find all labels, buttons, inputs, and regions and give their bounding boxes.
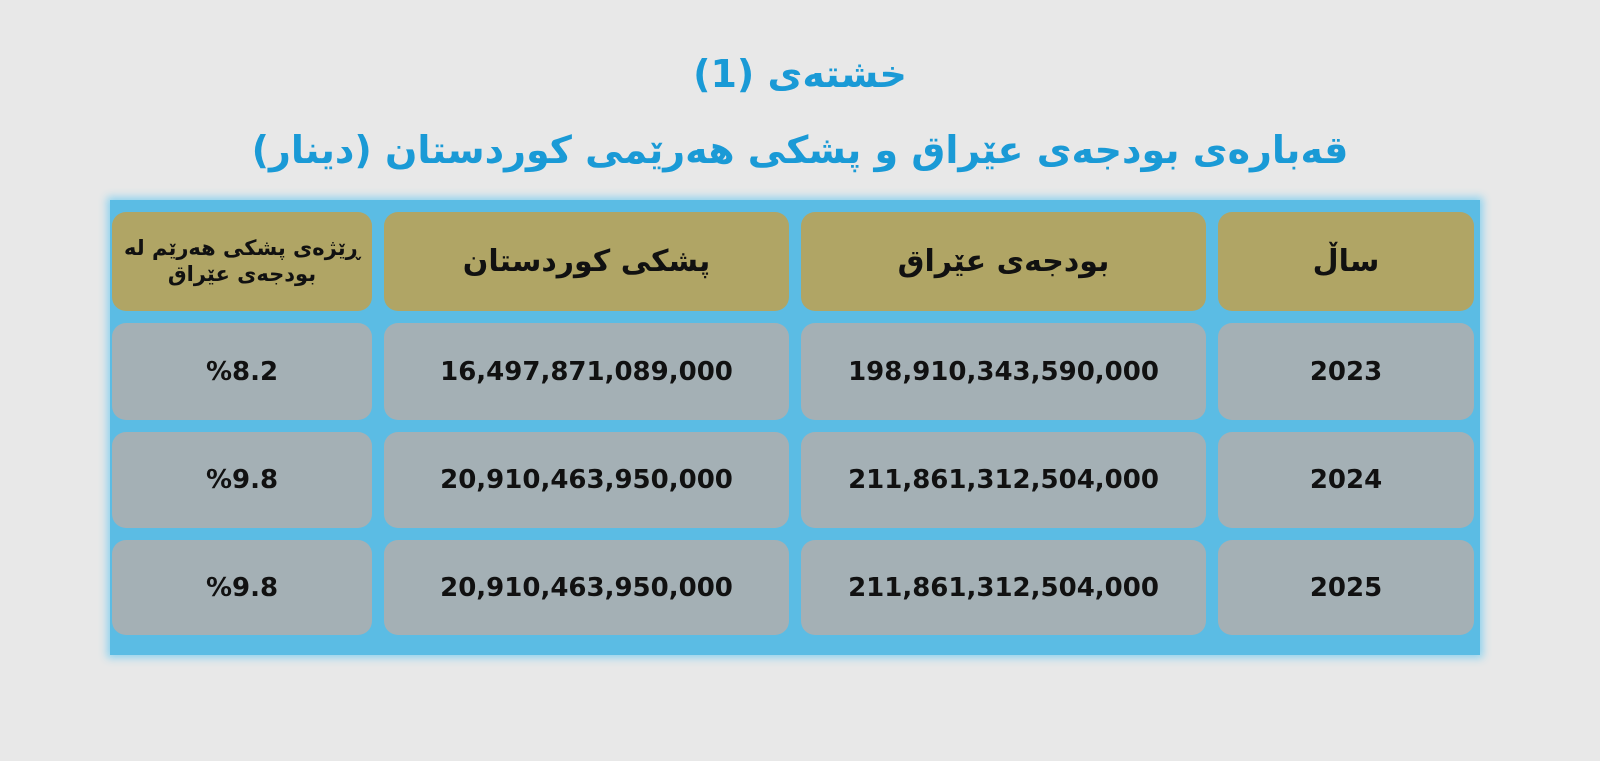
cell-iraq-budget: 211,861,312,504,000 [801, 540, 1206, 635]
cell-kurdistan-share: 16,497,871,089,000 [384, 323, 789, 420]
cell-share-ratio: %8.2 [112, 323, 372, 420]
cell-iraq-budget: 211,861,312,504,000 [801, 432, 1206, 528]
cell-year: 2024 [1218, 432, 1474, 528]
cell-share-ratio: %9.8 [112, 540, 372, 635]
cell-year: 2023 [1218, 323, 1474, 420]
cell-year: 2025 [1218, 540, 1474, 635]
cell-share-ratio: %9.8 [112, 432, 372, 528]
cell-kurdistan-share: 20,910,463,950,000 [384, 432, 789, 528]
header-kurdistan-share: پشکی کوردستان [384, 212, 789, 311]
table-number-title: خشتەی (1) [693, 52, 907, 96]
header-year: ساڵ [1218, 212, 1474, 311]
header-share-ratio: ڕێژەی پشکی هەرێم لە بودجەی عێراق [112, 212, 372, 311]
budget-table: ساڵ بودجەی عێراق پشکی کوردستان ڕێژەی پشک… [110, 200, 1480, 655]
cell-iraq-budget: 198,910,343,590,000 [801, 323, 1206, 420]
header-iraq-budget: بودجەی عێراق [801, 212, 1206, 311]
cell-kurdistan-share: 20,910,463,950,000 [384, 540, 789, 635]
table-caption: قەبارەی بودجەی عێراق و پشکی هەرێمی کوردس… [251, 128, 1349, 172]
